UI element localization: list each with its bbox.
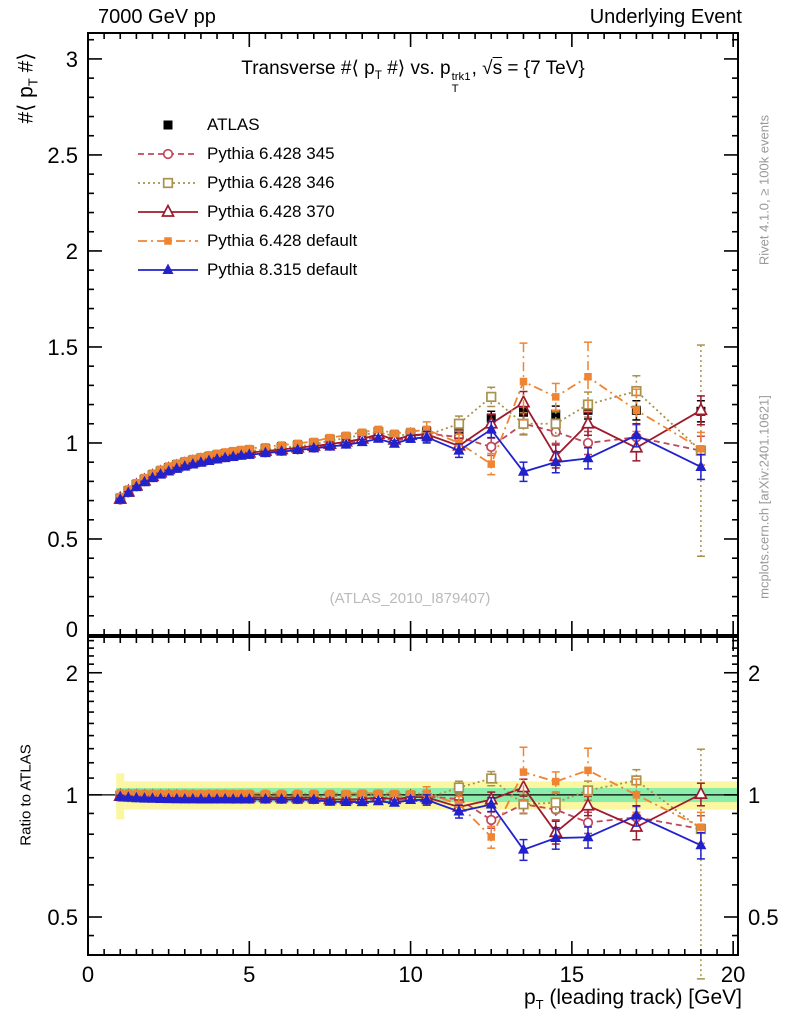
- legend-item: Pythia 6.428 default: [138, 226, 357, 255]
- svg-text:15: 15: [560, 962, 584, 987]
- y-axis-title: #⟨ pT #⟩: [14, 52, 41, 124]
- svg-text:5: 5: [243, 962, 255, 987]
- legend-item: ATLAS: [138, 110, 357, 139]
- legend-item: Pythia 6.428 370: [138, 197, 357, 226]
- svg-text:2: 2: [66, 661, 78, 686]
- legend-item: Pythia 8.315 default: [138, 255, 357, 284]
- beam-label: 7000 GeV pp: [98, 6, 216, 28]
- ratio-axis-title: Ratio to ATLAS: [17, 744, 35, 846]
- svg-text:2: 2: [748, 661, 760, 686]
- legend-marker-fsq: [138, 236, 198, 245]
- legend-item: Pythia 6.428 345: [138, 139, 357, 168]
- svg-text:2: 2: [66, 239, 78, 264]
- legend-marker-fsq: [163, 120, 173, 129]
- svg-text:1.5: 1.5: [47, 335, 78, 360]
- svg-text:1: 1: [66, 783, 78, 808]
- legend-marker-otri: [138, 203, 198, 217]
- svg-text:0.5: 0.5: [47, 905, 78, 930]
- rivet-version-note: Rivet 4.1.0, ≥ 100k events: [756, 114, 772, 266]
- legend: ATLAS Pythia 6.428 345 Pythia 6.428 346 Pyt…: [138, 110, 357, 284]
- legend-label: ATLAS: [207, 114, 260, 134]
- svg-text:2.5: 2.5: [47, 143, 78, 168]
- x-axis-title: pT (leading track) [GeV]: [523, 986, 742, 1013]
- pt-trk1-symbol: trk1 T: [451, 71, 471, 96]
- plot-title: Transverse #⟨ pT #⟩ vs. p trk1 T, √s = {7 …: [241, 58, 585, 96]
- svg-text:0.5: 0.5: [47, 527, 78, 552]
- watermark: (ATLAS_2010_I879407): [329, 590, 491, 607]
- svg-text:10: 10: [398, 962, 422, 987]
- mcplots-credit-note: mcplots.cern.ch [arXiv:2401.10621]: [756, 395, 772, 599]
- analysis-category-label: Underlying Event: [589, 6, 742, 28]
- svg-text:0: 0: [66, 617, 78, 642]
- legend-label: Pythia 6.428 default: [207, 230, 358, 250]
- svg-text:3: 3: [66, 47, 78, 72]
- svg-text:0.5: 0.5: [748, 905, 779, 930]
- legend-marker-ftri: [138, 263, 198, 274]
- legend-label: Pythia 6.428 370: [207, 201, 335, 221]
- legend-label: Pythia 6.428 346: [207, 172, 335, 192]
- svg-text:1: 1: [66, 431, 78, 456]
- legend-marker-osq: [138, 177, 198, 188]
- title-text: Transverse #⟨ p: [241, 58, 375, 79]
- svg-text:1: 1: [748, 783, 760, 808]
- svg-text:20: 20: [721, 962, 745, 987]
- legend-label: Pythia 8.315 default: [207, 259, 358, 279]
- legend-item: Pythia 6.428 346: [138, 168, 357, 197]
- legend-marker-ocir: [138, 148, 198, 159]
- svg-text:0: 0: [82, 962, 94, 987]
- legend-label: Pythia 6.428 345: [207, 143, 335, 163]
